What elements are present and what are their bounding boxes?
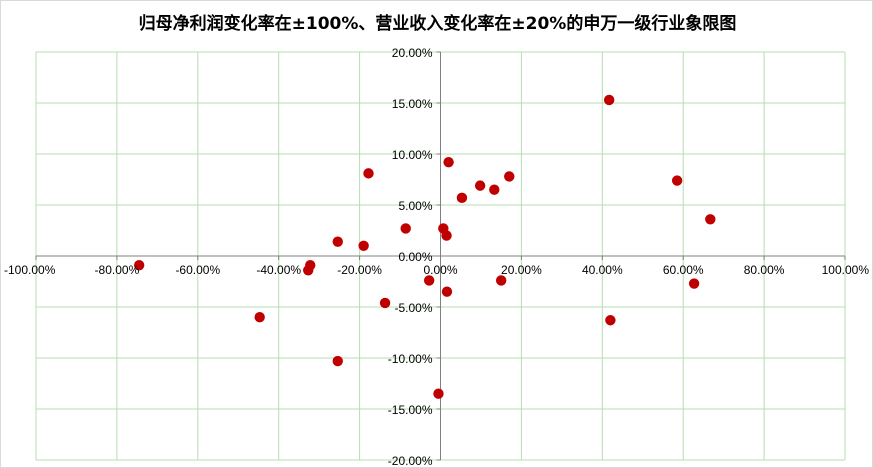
data-point <box>489 184 500 195</box>
data-point <box>495 275 507 286</box>
x-tick-label: 20.00% <box>501 263 542 277</box>
x-tick-label: -20.00% <box>337 263 382 277</box>
data-point <box>705 214 716 225</box>
data-point <box>443 156 454 168</box>
x-tick-label: 0.00% <box>423 263 457 277</box>
x-tick-label: -80.00% <box>95 263 140 277</box>
y-tick-label: -5.00% <box>394 301 432 315</box>
y-tick-label: -15.00% <box>388 403 433 417</box>
data-point <box>603 94 615 106</box>
y-tick-label: 0.00% <box>398 250 432 264</box>
data-point <box>456 192 468 204</box>
data-point <box>474 180 486 191</box>
data-point <box>133 259 145 271</box>
x-tick-label: 80.00% <box>744 263 785 277</box>
data-point <box>688 278 700 289</box>
data-point <box>504 171 515 182</box>
x-tick-label: -40.00% <box>256 263 301 277</box>
chart-title: 归母净利润变化率在±100%、营业收入变化率在±20%的申万一级行业象限图 <box>138 14 737 34</box>
data-point <box>441 230 452 241</box>
y-tick-label: 20.00% <box>392 46 433 60</box>
y-tick-label: -20.00% <box>388 454 433 468</box>
data-point <box>423 275 435 286</box>
x-tick-label: -100.00% <box>4 263 56 277</box>
data-point <box>303 265 314 276</box>
x-tick-label: 100.00% <box>822 263 870 277</box>
data-point <box>363 168 374 179</box>
y-tick-label: -10.00% <box>388 352 433 366</box>
data-point <box>433 388 444 399</box>
y-tick-label: 10.00% <box>392 148 433 162</box>
data-point <box>254 312 265 323</box>
data-point <box>379 297 391 309</box>
data-point <box>671 175 683 186</box>
data-point <box>400 223 411 234</box>
data-point <box>605 315 616 326</box>
data-point <box>441 286 453 297</box>
y-tick-label: 15.00% <box>392 97 433 111</box>
x-tick-label: -60.00% <box>175 263 220 277</box>
data-point <box>358 240 369 251</box>
x-tick-label: 40.00% <box>582 263 623 277</box>
data-point <box>332 355 343 367</box>
x-tick-label: 60.00% <box>663 263 704 277</box>
data-point <box>332 236 343 247</box>
y-tick-label: 5.00% <box>398 199 432 213</box>
